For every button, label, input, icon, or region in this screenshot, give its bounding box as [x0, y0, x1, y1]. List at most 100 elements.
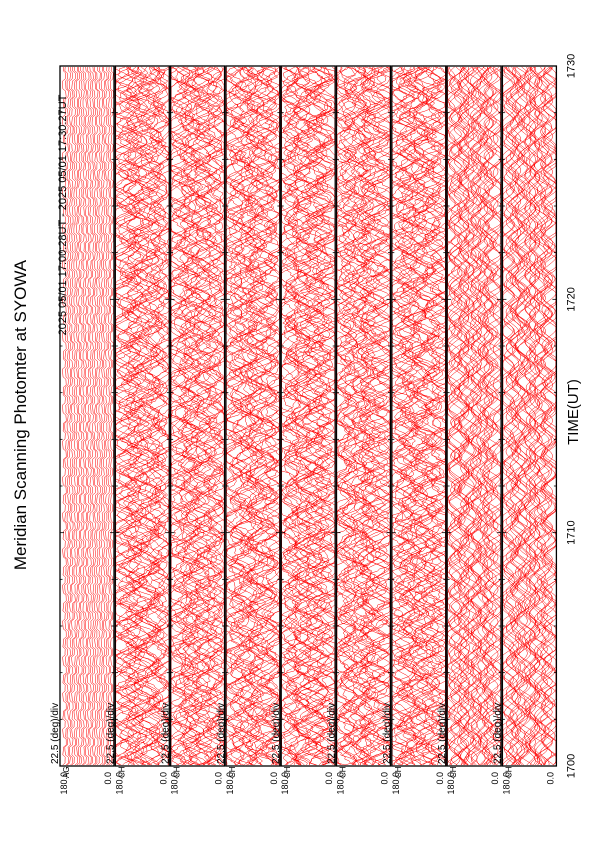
panel-1-trace-9 [80, 67, 85, 766]
panel-4-trace-18 [248, 66, 275, 766]
panel-4-trace-22 [259, 66, 279, 766]
chart-subtitle: 2025 05/01 17:00:28UT - 2025 05/01 17:30… [57, 94, 69, 335]
panel-9-ytick-max: 180.0 [501, 772, 511, 795]
panel-1-trace-14 [91, 66, 97, 766]
panel-1-trace-21 [107, 66, 112, 766]
panel-3-trace-21 [200, 66, 224, 766]
x-axis-label: TIME(UT) [565, 379, 582, 445]
panel-8-trace-20 [470, 66, 486, 766]
panel-6-trace-13 [351, 66, 374, 766]
panel-4-trace-14 [243, 66, 264, 766]
panel-8-trace-23 [476, 66, 488, 766]
panel-1-trace-6 [73, 66, 78, 766]
time-tick-1720: 1720 [565, 287, 577, 311]
panel-6-trace-14 [352, 66, 377, 766]
panel-6-scale-label: 22.5 (deg)/div [327, 703, 338, 764]
panel-7-trace-12 [401, 66, 431, 766]
panel-1-trace-15 [94, 66, 99, 766]
panel-9-scale-label: 22.5 (deg)/div [492, 703, 503, 764]
panel-4-trace-19 [248, 66, 279, 766]
panel-2-trace-9 [124, 66, 143, 766]
panel-5-trace-15 [297, 66, 326, 766]
panel-6-channel-label: CH [339, 766, 348, 778]
panel-3-trace-15 [188, 66, 213, 766]
panel-2-trace-20 [144, 66, 165, 766]
panel-9-trace-9 [508, 66, 526, 766]
panel-5-frame [280, 65, 336, 767]
panel-6-trace-20 [361, 66, 391, 766]
panel-5-trace-25 [318, 67, 335, 766]
panel-5-trace-1 [281, 67, 300, 766]
chart-marks [62, 66, 557, 766]
panel-6-ytick-min: 0.0 [380, 772, 390, 785]
panel-3-trace-19 [193, 66, 224, 766]
panel-4-trace-7 [229, 66, 252, 766]
panel-1-channel-label: AG [62, 766, 71, 778]
panel-4-trace-12 [241, 66, 259, 766]
panel-3-frame [169, 65, 226, 767]
panel-5-trace-11 [293, 66, 313, 766]
time-axis: 1700 1710 1720 1730 [565, 54, 577, 778]
panel-4-scale-label: 22.5 (deg)/div [216, 703, 227, 764]
panel-2-trace-18 [139, 66, 163, 766]
panel-8-trace-27 [482, 66, 495, 766]
panel-6-trace-11 [349, 66, 368, 766]
panel-1-trace-12 [87, 66, 92, 766]
panel-1-trace-18 [100, 66, 106, 766]
panel-8-trace-16 [462, 66, 482, 766]
panel-4-frame [225, 65, 281, 767]
panel-8-trace-5 [449, 66, 463, 766]
panel-2-trace-25 [152, 66, 170, 765]
panel-4-traces [226, 66, 280, 766]
panel-7-trace-6 [392, 66, 416, 766]
panel-3-trace-8 [172, 66, 202, 766]
panel-2-channel-label: CH [117, 766, 126, 778]
panel-2-trace-16 [132, 66, 162, 766]
panel-7-trace-25 [430, 66, 446, 765]
panel-3-ytick-max: 180.0 [170, 772, 180, 795]
panel-7-trace-26 [430, 67, 446, 766]
panel-2-trace-15 [129, 66, 161, 766]
panel-1-trace-16 [96, 66, 101, 766]
panel-8-frame [446, 65, 502, 767]
panel-4-trace-16 [246, 66, 270, 766]
panel-1-scale-label: 22.5 (deg)/div [50, 703, 61, 764]
panel-7-ytick-min: 0.0 [435, 772, 445, 785]
panel-7-trace-14 [410, 66, 429, 766]
panel-1-trace-19 [103, 66, 108, 766]
panel-7-trace-8 [399, 66, 417, 766]
panel-2-trace-23 [151, 66, 170, 766]
panel-4-trace-20 [253, 66, 278, 766]
panel-1-trace-2 [64, 66, 69, 766]
panel-5-ytick-min: 0.0 [324, 772, 334, 785]
panel-5-trace-8 [282, 66, 314, 766]
panel-1-frame [59, 65, 115, 767]
panel-5-scale-label: 22.5 (deg)/div [271, 703, 282, 764]
panel-2-scale-label: 22.5 (deg)/div [105, 703, 116, 764]
panel-2-trace-7 [116, 66, 144, 766]
time-tick-1710: 1710 [565, 520, 577, 544]
panel-5-trace-13 [294, 66, 320, 766]
panel-2-trace-14 [127, 66, 160, 766]
panel-7-trace-22 [420, 66, 446, 766]
panel-4-trace-15 [246, 66, 265, 766]
panel-8-trace-17 [465, 66, 482, 766]
panel-3-scale-label: 22.5 (deg)/div [161, 703, 172, 764]
panel-6-trace-10 [342, 66, 372, 766]
panel-1-trace-4 [69, 66, 74, 766]
panel-3-trace-4 [170, 66, 189, 766]
panel-1-trace-11 [85, 66, 90, 766]
panel-8-trace-6 [448, 66, 466, 766]
panel-6-traces [336, 66, 391, 766]
panel-3-trace-9 [179, 66, 199, 766]
panel-9-trace-20 [525, 66, 541, 766]
panel-3-channel-label: CH [173, 766, 182, 778]
panel-1-trace-20 [105, 66, 110, 766]
panel-8-trace-15 [464, 66, 477, 766]
time-tick-1700: 1700 [565, 754, 577, 778]
panel-6-trace-22 [363, 66, 391, 766]
panel-3-trace-11 [182, 66, 204, 766]
panel-2-frame [114, 65, 170, 767]
panel-8-trace-22 [472, 66, 489, 766]
panel-2-trace-6 [115, 66, 141, 766]
